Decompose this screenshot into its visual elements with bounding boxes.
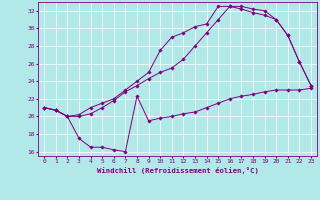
X-axis label: Windchill (Refroidissement éolien,°C): Windchill (Refroidissement éolien,°C) (97, 167, 259, 174)
